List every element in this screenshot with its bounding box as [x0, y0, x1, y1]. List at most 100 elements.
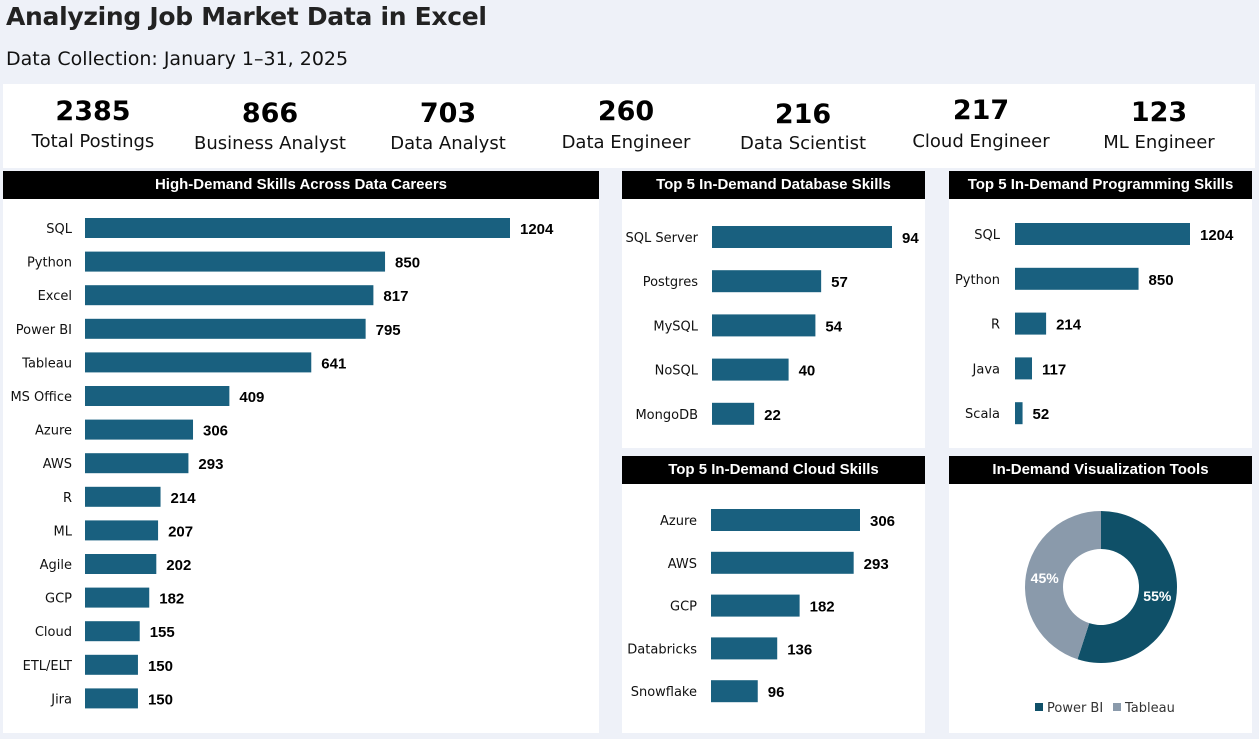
kpi-label: Data Engineer	[561, 132, 691, 153]
value-label: 1204	[520, 221, 554, 238]
category-label: Excel	[38, 289, 72, 304]
category-label: ML	[54, 524, 73, 539]
cloud-panel: Top 5 In-Demand Cloud Skills Azure 306 AWS…	[622, 456, 925, 733]
skills-chart: SQL 1204 Python 850 Excel 817 Power BI 795 Table…	[10, 218, 554, 709]
kpi-label: Data Scientist	[740, 133, 866, 154]
skills-panel: High-Demand Skills Across Data Careers S…	[3, 171, 599, 733]
programming-chart: SQL 1204 Python 850 R 214 Java 117 Scala 52	[955, 223, 1234, 425]
value-label: 136	[787, 641, 812, 658]
category-label: Cloud	[35, 625, 72, 640]
bar-skills-13	[85, 654, 138, 675]
value-label: 293	[864, 556, 889, 573]
slice-power-bi	[1077, 511, 1177, 663]
kpi-value: 2385	[55, 96, 131, 127]
bar-skills-6	[85, 419, 194, 440]
bar-skills-8	[85, 486, 161, 507]
page-subtitle: Data Collection: January 1–31, 2025	[6, 48, 349, 70]
kpi-value: 260	[597, 96, 655, 127]
category-label: Azure	[660, 514, 697, 529]
bar-programming-0	[1015, 223, 1190, 245]
value-label: 182	[159, 591, 184, 608]
database-panel: Top 5 In-Demand Database Skills SQL Serv…	[622, 171, 925, 448]
category-label: Snowflake	[631, 685, 697, 700]
bar-programming-4	[1015, 402, 1023, 425]
category-label: MongoDB	[635, 408, 698, 423]
kpi-label: ML Engineer	[1103, 132, 1215, 153]
kpi-value: 123	[1130, 97, 1188, 128]
value-label: 40	[799, 363, 816, 380]
value-label: 52	[1033, 406, 1050, 423]
value-label: 207	[168, 523, 193, 540]
legend-swatch	[1035, 703, 1043, 711]
value-label: 214	[171, 490, 197, 507]
category-label: Python	[27, 256, 72, 271]
value-label: 22	[764, 407, 781, 424]
legend-label: Power BI	[1047, 701, 1103, 716]
value-label: 293	[198, 456, 223, 473]
kpi-label: Business Analyst	[194, 133, 346, 154]
value-label: 306	[870, 513, 895, 530]
category-label: AWS	[43, 457, 72, 472]
value-label: 54	[825, 318, 842, 335]
programming-panel: Top 5 In-Demand Programming Skills SQL 12…	[949, 171, 1252, 448]
category-label: R	[63, 491, 72, 506]
category-label: Tableau	[21, 356, 72, 371]
category-label: GCP	[670, 600, 697, 615]
bar-database-4	[712, 402, 755, 425]
bar-skills-11	[85, 587, 150, 608]
kpi-label: Cloud Engineer	[912, 131, 1050, 152]
kpi-value: 216	[774, 99, 832, 130]
value-label: 409	[239, 389, 264, 406]
value-label: 117	[1042, 361, 1066, 378]
cloud-chart-title: Top 5 In-Demand Cloud Skills	[622, 456, 925, 484]
category-label: Power BI	[16, 323, 72, 338]
value-label: 1204	[1200, 227, 1234, 244]
slice-tableau	[1025, 511, 1101, 660]
bar-skills-4	[85, 352, 312, 373]
category-label: Python	[955, 273, 1000, 288]
category-label: AWS	[668, 557, 697, 572]
value-label: 202	[166, 557, 191, 574]
category-label: Databricks	[627, 642, 697, 657]
bar-cloud-4	[711, 680, 758, 703]
bar-programming-1	[1015, 267, 1139, 290]
value-label: 155	[150, 624, 175, 641]
database-chart-title: Top 5 In-Demand Database Skills	[622, 171, 925, 199]
value-label: 850	[1149, 272, 1174, 289]
kpi-label: Data Analyst	[390, 133, 506, 154]
bar-database-3	[712, 358, 789, 381]
value-label: 96	[768, 684, 785, 701]
bar-skills-12	[85, 621, 140, 642]
slice-value-label: 45%	[1031, 570, 1060, 586]
bar-skills-1	[85, 251, 386, 272]
category-label: NoSQL	[655, 364, 699, 379]
bar-cloud-3	[711, 637, 778, 660]
category-label: Java	[972, 362, 1000, 377]
kpi-value: 703	[419, 98, 477, 129]
category-label: Azure	[35, 424, 72, 439]
kpi-value: 217	[952, 95, 1010, 126]
viz-chart-title: In-Demand Visualization Tools	[949, 456, 1252, 484]
category-label: Jira	[50, 692, 72, 707]
bar-database-2	[712, 314, 816, 337]
value-label: 150	[148, 691, 173, 708]
category-label: GCP	[45, 592, 72, 607]
bar-skills-0	[85, 218, 510, 238]
category-label: MS Office	[10, 390, 72, 405]
bar-skills-10	[85, 554, 157, 574]
bar-cloud-2	[711, 594, 800, 617]
kpi-value: 866	[241, 98, 299, 129]
bar-skills-7	[85, 453, 189, 474]
value-label: 850	[395, 255, 420, 272]
database-chart: SQL Server 94 Postgres 57 MySQL 54 NoSQL 40 Mong…	[626, 226, 919, 425]
bar-skills-5	[85, 386, 230, 406]
viz-panel: In-Demand Visualization Tools 55% 45% Powe…	[949, 456, 1252, 733]
value-label: 182	[810, 599, 835, 616]
category-label: SQL Server	[626, 231, 699, 246]
category-label: R	[991, 318, 1000, 333]
value-label: 795	[376, 322, 401, 339]
bar-cloud-1	[711, 551, 854, 574]
value-label: 150	[148, 658, 173, 675]
bar-database-1	[712, 270, 822, 293]
viz-chart: 55% 45% Power BI Tableau	[1025, 511, 1177, 716]
